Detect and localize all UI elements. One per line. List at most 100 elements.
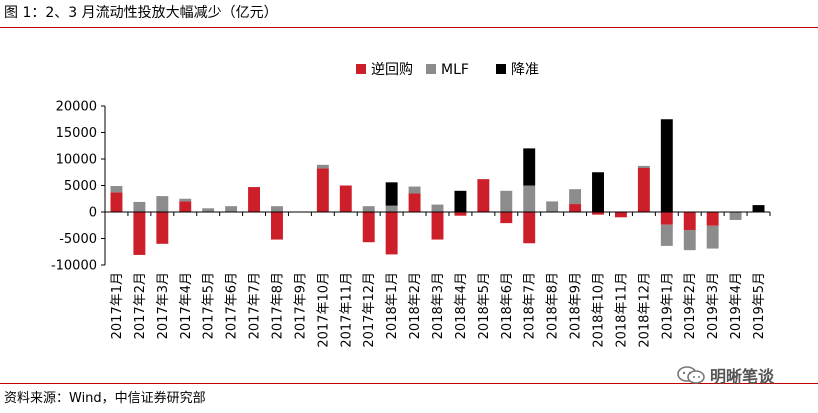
x-tick-label: 2017年3月 (156, 272, 171, 339)
bar-reverse-repo-7 (271, 212, 283, 240)
bar-mlf-25 (683, 230, 696, 251)
bar-reverse-repo-6 (248, 187, 261, 212)
axes: -10000 -5000 0 5000 10000 15000 20000 2017年1月 20… (51, 100, 771, 348)
bar-mlf-3 (179, 198, 192, 202)
bar-mlf-26 (706, 225, 719, 249)
bar-mlf-18 (523, 185, 536, 212)
bar-mlf-13 (408, 186, 421, 194)
bar-rrr-cut-15 (454, 190, 467, 212)
x-tick-label: 2017年4月 (179, 272, 194, 339)
x-tick-label: 2018年1月 (385, 272, 400, 339)
bar-rrr-cut-12 (385, 182, 398, 206)
y-tick-label: 0 (89, 206, 97, 221)
y-tick-label: 20000 (56, 100, 97, 115)
bar-mlf-4 (202, 208, 215, 212)
x-tick-label: 2017年10月 (316, 272, 331, 348)
bar-rrr-cut-28 (752, 205, 765, 212)
legend: 逆回购 MLF 降准 (356, 62, 539, 78)
bar-reverse-repo-26 (706, 212, 719, 226)
x-tick-label: 2019年4月 (729, 272, 744, 339)
bar-reverse-repo-22 (614, 212, 627, 218)
stacked-bar-chart: 逆回购 MLF 降准 -10000 -5000 0 5000 10000 15000 20000… (51, 62, 771, 348)
bar-mlf-19 (546, 201, 559, 212)
bar-reverse-repo-12 (385, 212, 398, 255)
x-tick-label: 2018年10月 (592, 272, 607, 348)
legend-label: 逆回购 (371, 62, 413, 78)
bar-reverse-repo-1 (133, 212, 146, 255)
x-tick-label: 2017年5月 (202, 272, 217, 339)
y-tick-label: 10000 (56, 153, 97, 168)
figure-title: 图 1：2、3 月流动性投放大幅减少（亿元） (4, 5, 278, 21)
x-tick-label: 2018年3月 (431, 272, 446, 339)
legend-swatch (496, 64, 506, 74)
x-tick-label: 2017年7月 (248, 272, 263, 339)
x-tick-label: 2018年7月 (523, 272, 538, 339)
bar-reverse-repo-0 (110, 192, 123, 212)
watermark: 明晰笔谈 (676, 364, 774, 386)
bar-reverse-repo-13 (408, 193, 421, 212)
bar-mlf-9 (316, 164, 329, 169)
x-tick-label: 2019年2月 (683, 272, 698, 339)
y-tick-label: 15000 (56, 126, 97, 141)
x-tick-label: 2019年1月 (660, 272, 675, 339)
bar-mlf-0 (110, 186, 123, 193)
bar-rrr-cut-21 (592, 172, 604, 212)
x-tick-label: 2017年1月 (110, 272, 125, 339)
bar-reverse-repo-2 (156, 212, 169, 244)
x-tick-label: 2019年5月 (752, 272, 767, 339)
bars (110, 119, 765, 255)
bar-reverse-repo-3 (179, 201, 192, 212)
x-tick-label: 2018年4月 (454, 272, 469, 339)
title-divider (0, 27, 818, 28)
bar-mlf-2 (156, 196, 169, 212)
bar-reverse-repo-16 (477, 179, 490, 212)
x-tick-label: 2017年11月 (339, 272, 354, 348)
bar-reverse-repo-18 (523, 212, 536, 244)
y-tick-label: -10000 (51, 259, 97, 274)
legend-swatch (426, 64, 436, 74)
x-tick-label: 2018年12月 (637, 272, 652, 348)
bar-reverse-repo-11 (362, 212, 375, 243)
bar-reverse-repo-20 (569, 204, 582, 212)
bar-reverse-repo-17 (500, 212, 513, 224)
x-tick-label: 2018年2月 (408, 272, 423, 339)
x-tick-label: 2017年12月 (362, 272, 377, 348)
y-tick-label: 5000 (64, 179, 97, 194)
bar-reverse-repo-9 (316, 168, 329, 212)
x-tick-label: 2019年3月 (706, 272, 721, 339)
x-tick-label: 2018年5月 (477, 272, 492, 339)
bar-reverse-repo-25 (683, 212, 696, 231)
bar-reverse-repo-23 (637, 168, 650, 212)
x-tick-label: 2018年6月 (500, 272, 515, 339)
x-tick-label: 2018年11月 (614, 272, 629, 348)
bar-reverse-repo-24 (660, 212, 673, 225)
x-tick-label: 2017年9月 (293, 272, 308, 339)
bar-mlf-12 (385, 205, 398, 212)
bar-reverse-repo-14 (431, 212, 444, 240)
x-tick-label: 2017年6月 (225, 272, 240, 339)
legend-swatch (356, 64, 366, 74)
bar-rrr-cut-24 (660, 119, 673, 212)
source-divider (0, 383, 818, 384)
bar-mlf-1 (133, 201, 146, 212)
bar-reverse-repo-10 (339, 185, 352, 212)
bar-mlf-7 (271, 206, 283, 212)
bar-mlf-20 (569, 189, 582, 205)
bar-reverse-repo-15 (454, 212, 467, 216)
bar-mlf-5 (225, 206, 238, 212)
bar-mlf-14 (431, 204, 444, 212)
bar-reverse-repo-21 (592, 212, 604, 215)
x-tick-label: 2017年8月 (270, 272, 285, 339)
legend-label: MLF (441, 62, 469, 78)
legend-label: 降准 (511, 62, 539, 78)
x-tick-label: 2018年9月 (569, 272, 584, 339)
bar-mlf-23 (637, 165, 650, 169)
x-tick-label: 2017年2月 (133, 272, 148, 339)
bar-mlf-27 (729, 212, 742, 220)
bar-rrr-cut-18 (523, 148, 536, 186)
x-tick-label: 2018年8月 (546, 272, 561, 339)
bar-mlf-17 (500, 190, 513, 212)
bar-mlf-24 (660, 224, 673, 246)
wechat-icon (677, 366, 705, 384)
watermark-text: 明晰笔谈 (710, 367, 775, 386)
